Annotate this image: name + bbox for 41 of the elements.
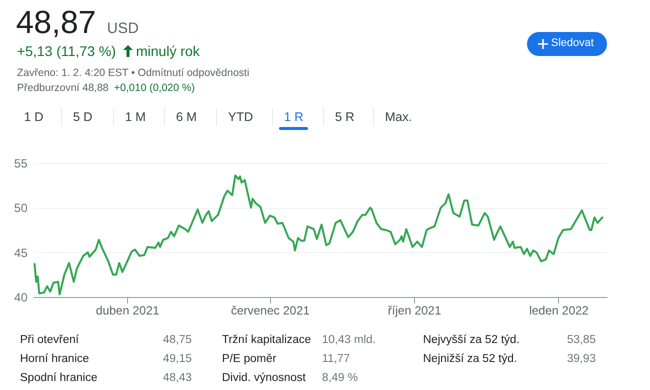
line-series	[34, 174, 604, 296]
x-tick-label: říjen 2021	[388, 304, 442, 318]
text: +0,010 (0,020 %)	[114, 82, 195, 94]
text: Sledovat	[551, 37, 594, 49]
y-tick-label: 40	[14, 290, 28, 304]
text: 1 D	[24, 110, 44, 124]
x-tick-label: červenec 2021	[230, 304, 310, 318]
text: 11,77	[322, 353, 350, 365]
text: YTD	[228, 110, 253, 124]
text: 6 M	[176, 110, 197, 124]
text: Zavřeno: 1. 2. 4:20 EST • Odmítnutí odpovědnosti	[17, 67, 250, 79]
text: Spodní hranice	[20, 372, 98, 384]
y-tick-label: 45	[14, 246, 28, 260]
text: Při otevření	[20, 334, 79, 346]
text: Předburzovní 48,88	[17, 82, 109, 94]
text: 48,43	[163, 372, 192, 384]
text: 1 M	[125, 110, 146, 124]
chart-title: 48,87	[16, 4, 96, 41]
x-tick-label: duben 2021	[96, 304, 160, 318]
text: P/E poměr	[222, 353, 276, 365]
text: 1 R	[284, 110, 304, 124]
y-tick-label: 50	[14, 201, 28, 216]
text: 48,75	[163, 334, 192, 346]
text: USD	[107, 20, 139, 37]
text: 49,15	[163, 353, 192, 365]
text: Tržní kapitalizace	[222, 334, 312, 346]
text: 8,49 %	[322, 372, 358, 384]
text: Horní hranice	[20, 353, 90, 365]
y-tick-label: 55	[14, 156, 28, 170]
text: +5,13 (11,73 %)	[17, 43, 116, 59]
text: 5 R	[335, 110, 354, 124]
text: Nejnižší za 52 týd.	[423, 353, 517, 365]
text: minulý rok	[136, 43, 200, 59]
text: 5 D	[73, 110, 92, 124]
text: Nejvyšší za 52 týd.	[423, 334, 520, 346]
text: 53,85	[567, 334, 596, 346]
text: Max.	[385, 110, 412, 124]
text: 39,93	[567, 353, 596, 365]
text: 10,43 mld.	[322, 334, 376, 346]
text: Divid. výnosnost	[222, 372, 306, 384]
x-tick-label: leden 2022	[529, 304, 589, 318]
